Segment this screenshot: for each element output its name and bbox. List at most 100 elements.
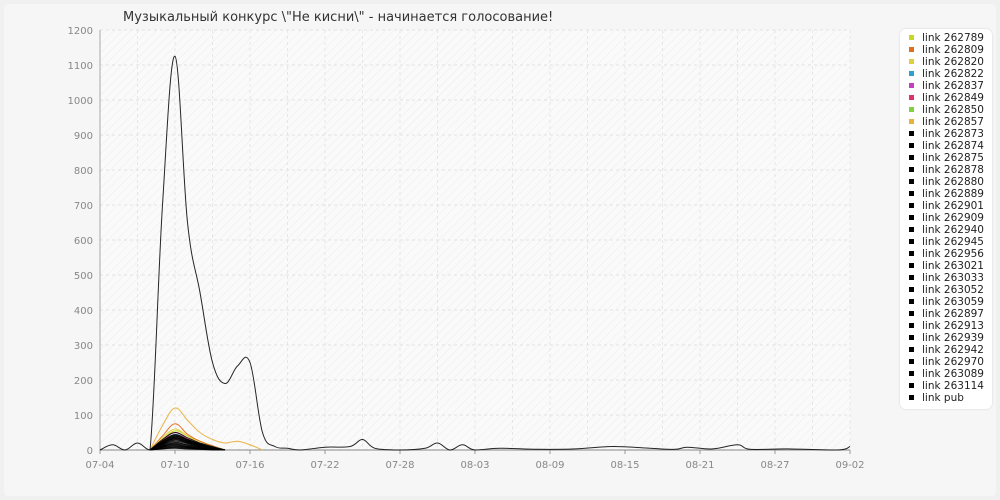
legend-item[interactable]: link 262901 — [909, 200, 984, 212]
legend-swatch — [909, 226, 914, 232]
legend-swatch — [909, 34, 914, 40]
y-tick-label: 600 — [74, 236, 93, 247]
legend-item[interactable]: link 262875 — [909, 152, 984, 164]
legend-label: link 262913 — [922, 320, 984, 332]
legend-label: link 262837 — [922, 80, 984, 92]
legend-item[interactable]: link 262820 — [909, 56, 984, 68]
legend-swatch — [909, 370, 914, 376]
legend-swatch — [909, 154, 914, 160]
legend-swatch — [909, 82, 914, 88]
legend-label: link 263059 — [922, 296, 984, 308]
legend-swatch — [909, 358, 914, 364]
legend-swatch — [909, 166, 914, 172]
legend-item[interactable]: link 263089 — [909, 368, 984, 380]
legend-swatch — [909, 46, 914, 52]
legend-label: link 262822 — [922, 68, 984, 80]
legend-swatch — [909, 70, 914, 76]
legend-item[interactable]: link 262942 — [909, 344, 984, 356]
x-tick-label: 07-28 — [385, 460, 414, 471]
legend-item[interactable]: link 262945 — [909, 236, 984, 248]
legend-label: link 262849 — [922, 92, 984, 104]
series-line-link-263114 — [149, 447, 225, 451]
legend-label: link 262789 — [922, 32, 984, 44]
legend-item[interactable]: link 262913 — [909, 320, 984, 332]
legend-label: link pub — [922, 392, 964, 404]
legend-label: link 262820 — [922, 56, 984, 68]
legend-label: link 262901 — [922, 200, 984, 212]
legend-item[interactable]: link 262873 — [909, 128, 984, 140]
legend-swatch — [909, 94, 914, 100]
x-tick-label: 08-21 — [685, 460, 714, 471]
legend-item[interactable]: link 262909 — [909, 212, 984, 224]
legend-item[interactable]: link 262970 — [909, 356, 984, 368]
y-tick-label: 400 — [74, 306, 93, 317]
x-tick-label: 09-02 — [835, 460, 864, 471]
series-line-link-262873 — [149, 431, 226, 451]
series-line-link-pub — [99, 55, 851, 451]
legend-swatch — [909, 214, 914, 220]
legend-label: link 262940 — [922, 224, 984, 236]
legend-item[interactable]: link 263114 — [909, 380, 984, 392]
legend-item[interactable]: link 262897 — [909, 308, 984, 320]
legend-swatch — [909, 58, 914, 64]
legend-label: link 262942 — [922, 344, 984, 356]
legend-item[interactable]: link 262939 — [909, 332, 984, 344]
legend-item[interactable]: link 262878 — [909, 164, 984, 176]
legend-swatch — [909, 394, 914, 400]
x-tick-label: 07-16 — [235, 460, 264, 471]
y-tick-label: 700 — [74, 201, 93, 212]
legend-item[interactable]: link 263059 — [909, 296, 984, 308]
legend-label: link 262875 — [922, 152, 984, 164]
legend-item[interactable]: link 262874 — [909, 140, 984, 152]
legend-item[interactable]: link 262880 — [909, 176, 984, 188]
legend-label: link 263021 — [922, 260, 984, 272]
chart-legend: link 262789 link 262809 link 262820 link 26… — [900, 29, 992, 409]
y-tick-label: 200 — [74, 376, 93, 387]
series-line-link-262809 — [149, 423, 226, 451]
legend-item[interactable]: link 262857 — [909, 116, 984, 128]
legend-swatch — [909, 178, 914, 184]
x-tick-label: 07-10 — [160, 460, 189, 471]
legend-item[interactable]: link 262809 — [909, 44, 984, 56]
legend-item[interactable]: link 263052 — [909, 284, 984, 296]
x-tick-label: 07-04 — [85, 460, 114, 471]
legend-label: link 262939 — [922, 332, 984, 344]
y-tick-label: 100 — [74, 411, 93, 422]
x-tick-label: 07-22 — [310, 460, 339, 471]
legend-swatch — [909, 322, 914, 328]
legend-label: link 262970 — [922, 356, 984, 368]
legend-swatch — [909, 334, 914, 340]
legend-label: link 263033 — [922, 272, 984, 284]
legend-label: link 263114 — [922, 380, 984, 392]
x-tick-label: 08-27 — [760, 460, 789, 471]
legend-item[interactable]: link pub — [909, 392, 964, 404]
legend-swatch — [909, 118, 914, 124]
legend-swatch — [909, 262, 914, 268]
legend-item[interactable]: link 262850 — [909, 104, 984, 116]
x-tick-label: 08-15 — [610, 460, 639, 471]
legend-item[interactable]: link 262837 — [909, 80, 984, 92]
legend-swatch — [909, 106, 914, 112]
legend-label: link 262874 — [922, 140, 984, 152]
legend-label: link 263089 — [922, 368, 984, 380]
legend-item[interactable]: link 262956 — [909, 248, 984, 260]
legend-item[interactable]: link 262822 — [909, 68, 984, 80]
legend-swatch — [909, 382, 914, 388]
y-tick-label: 1200 — [68, 26, 93, 37]
legend-label: link 262909 — [922, 212, 984, 224]
legend-label: link 262880 — [922, 176, 984, 188]
legend-item[interactable]: link 262889 — [909, 188, 984, 200]
x-tick-label: 08-03 — [460, 460, 489, 471]
y-tick-label: 1000 — [68, 96, 93, 107]
legend-label: link 262878 — [922, 164, 984, 176]
legend-item[interactable]: link 262849 — [909, 92, 984, 104]
legend-swatch — [909, 130, 914, 136]
legend-swatch — [909, 274, 914, 280]
legend-item[interactable]: link 263033 — [909, 272, 984, 284]
legend-item[interactable]: link 262940 — [909, 224, 984, 236]
legend-item[interactable]: link 262789 — [909, 32, 984, 44]
legend-item[interactable]: link 263021 — [909, 260, 984, 272]
legend-label: link 262857 — [922, 116, 984, 128]
